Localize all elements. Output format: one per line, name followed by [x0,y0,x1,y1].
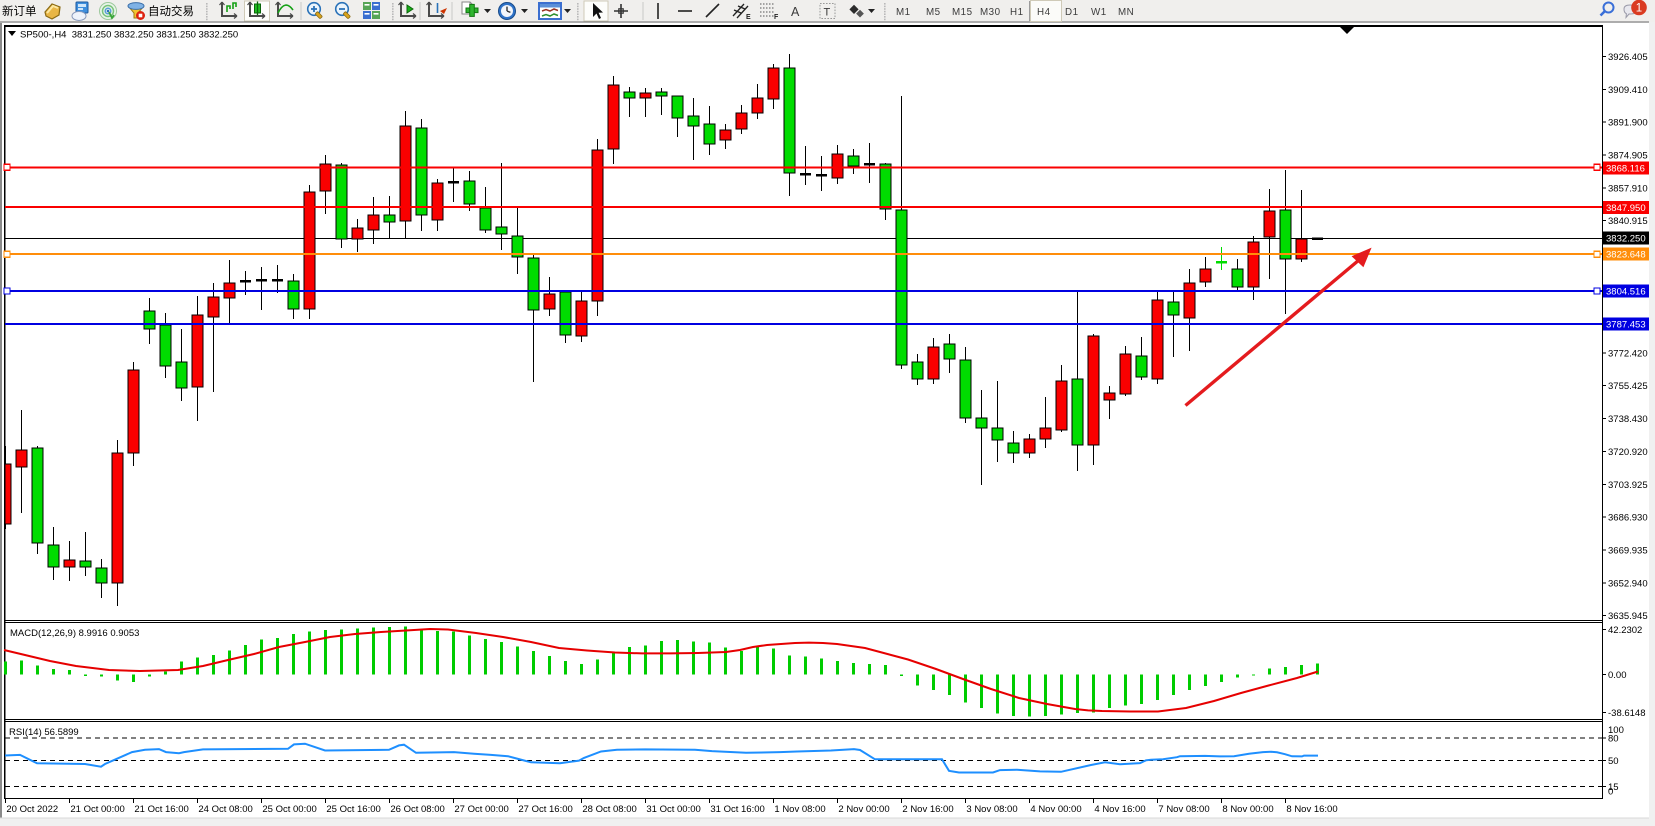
svg-text:MACD(12,26,9) 8.9916 0.9053: MACD(12,26,9) 8.9916 0.9053 [10,628,139,639]
svg-text:SP500-,H4 3831.250 3832.250 3: SP500-,H4 3831.250 3832.250 3831.250 383… [20,30,238,41]
svg-text:24 Oct 08:00: 24 Oct 08:00 [198,804,252,815]
svg-text:3738.430: 3738.430 [1608,414,1648,425]
svg-text:-38.6148: -38.6148 [1608,708,1646,719]
svg-text:0: 0 [1608,787,1613,798]
svg-text:3847.950: 3847.950 [1606,203,1646,214]
svg-text:42.2302: 42.2302 [1608,625,1642,636]
svg-text:MN: MN [1118,7,1134,18]
svg-text:3635.945: 3635.945 [1608,611,1648,622]
svg-text:2 Nov 00:00: 2 Nov 00:00 [838,804,889,815]
svg-text:M1: M1 [896,7,911,18]
svg-text:RSI(14) 56.5899: RSI(14) 56.5899 [9,727,79,738]
svg-text:1: 1 [1636,3,1642,15]
svg-text:3686.930: 3686.930 [1608,513,1648,524]
svg-text:M5: M5 [926,7,941,18]
svg-text:3 Nov 08:00: 3 Nov 08:00 [966,804,1017,815]
svg-text:4 Nov 00:00: 4 Nov 00:00 [1030,804,1081,815]
svg-text:1 Nov 08:00: 1 Nov 08:00 [774,804,825,815]
svg-text:E: E [746,14,751,21]
svg-text:25 Oct 16:00: 25 Oct 16:00 [326,804,380,815]
svg-text:新订单: 新订单 [2,4,37,18]
svg-text:4 Nov 16:00: 4 Nov 16:00 [1094,804,1145,815]
svg-text:21 Oct 16:00: 21 Oct 16:00 [134,804,188,815]
svg-text:3874.905: 3874.905 [1608,151,1648,162]
svg-text:3804.516: 3804.516 [1606,287,1646,298]
svg-text:26 Oct 08:00: 26 Oct 08:00 [390,804,444,815]
svg-text:3669.935: 3669.935 [1608,546,1648,557]
svg-text:3755.425: 3755.425 [1608,381,1648,392]
svg-text:3909.410: 3909.410 [1608,85,1648,96]
svg-text:21 Oct 00:00: 21 Oct 00:00 [70,804,124,815]
svg-text:3787.453: 3787.453 [1606,319,1646,330]
svg-text:W1: W1 [1091,7,1107,18]
svg-text:3772.420: 3772.420 [1608,348,1648,359]
svg-text:3868.116: 3868.116 [1606,164,1645,175]
svg-text:3823.648: 3823.648 [1606,250,1646,261]
svg-text:H4: H4 [1037,7,1051,18]
svg-text:3832.250: 3832.250 [1606,233,1646,244]
svg-text:7 Nov 08:00: 7 Nov 08:00 [1158,804,1209,815]
svg-text:M30: M30 [980,7,1001,18]
svg-text:3857.910: 3857.910 [1608,183,1648,194]
svg-text:3891.900: 3891.900 [1608,118,1648,129]
svg-text:3720.920: 3720.920 [1608,447,1648,458]
svg-text:20 Oct 2022: 20 Oct 2022 [6,804,58,815]
svg-text:3840.915: 3840.915 [1608,216,1648,227]
svg-text:2 Nov 16:00: 2 Nov 16:00 [902,804,953,815]
svg-text:3652.940: 3652.940 [1608,578,1648,589]
svg-text:15: 15 [1608,782,1619,793]
svg-text:27 Oct 00:00: 27 Oct 00:00 [454,804,508,815]
svg-text:H1: H1 [1010,7,1024,18]
svg-text:27 Oct 16:00: 27 Oct 16:00 [518,804,572,815]
svg-text:3703.925: 3703.925 [1608,480,1648,491]
svg-text:M15: M15 [952,7,973,18]
svg-text:25 Oct 00:00: 25 Oct 00:00 [262,804,316,815]
svg-text:3926.405: 3926.405 [1608,52,1648,63]
svg-text:自动交易: 自动交易 [148,4,194,18]
svg-text:28 Oct 08:00: 28 Oct 08:00 [582,804,636,815]
svg-text:F: F [774,14,779,21]
svg-text:31 Oct 16:00: 31 Oct 16:00 [710,804,764,815]
svg-text:31 Oct 00:00: 31 Oct 00:00 [646,804,700,815]
svg-text:T: T [824,7,831,19]
svg-text:50: 50 [1608,756,1619,767]
svg-text:80: 80 [1608,734,1619,745]
svg-text:A: A [791,5,800,19]
svg-text:8 Nov 16:00: 8 Nov 16:00 [1286,804,1337,815]
svg-text:8 Nov 00:00: 8 Nov 00:00 [1222,804,1273,815]
svg-text:0.00: 0.00 [1608,670,1627,681]
svg-text:100: 100 [1608,725,1624,736]
svg-text:D1: D1 [1065,7,1079,18]
